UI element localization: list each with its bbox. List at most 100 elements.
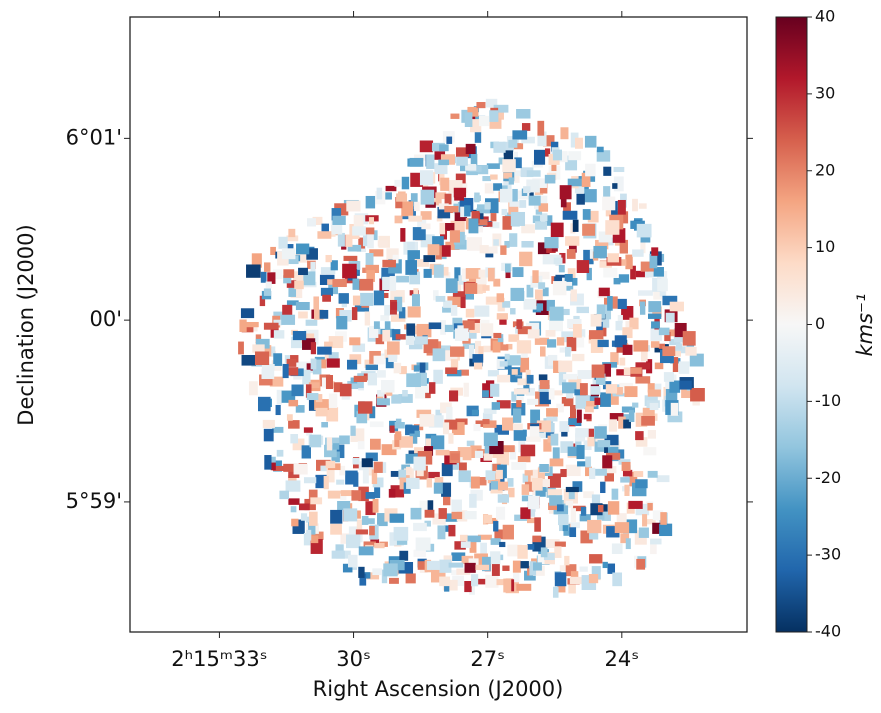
map-cell bbox=[444, 419, 458, 430]
map-cell bbox=[359, 573, 367, 586]
map-cell bbox=[321, 422, 329, 428]
map-cell bbox=[610, 352, 619, 365]
map-cell bbox=[425, 202, 436, 208]
map-cell bbox=[533, 565, 545, 576]
map-cell bbox=[596, 304, 606, 319]
map-cell bbox=[532, 535, 542, 543]
map-cell bbox=[263, 428, 274, 442]
map-cell bbox=[554, 276, 561, 286]
map-cell bbox=[442, 579, 458, 591]
map-cell bbox=[314, 309, 324, 320]
map-cell bbox=[656, 475, 670, 483]
map-cell bbox=[611, 543, 623, 555]
map-cell bbox=[292, 271, 304, 283]
map-cell bbox=[450, 113, 460, 119]
map-cell bbox=[478, 115, 490, 127]
map-cell bbox=[574, 137, 583, 149]
x-tick-label: 2ʰ15ᵐ33ˢ bbox=[171, 647, 267, 671]
map-cell bbox=[440, 177, 450, 191]
map-cell bbox=[381, 569, 388, 584]
map-cell bbox=[605, 384, 618, 394]
map-cell bbox=[320, 267, 336, 275]
map-cell bbox=[382, 259, 396, 268]
map-cell bbox=[331, 220, 343, 235]
map-cell bbox=[492, 340, 501, 353]
map-cell bbox=[300, 513, 308, 521]
map-cell bbox=[364, 359, 377, 369]
velocity-map bbox=[238, 98, 705, 598]
map-cell bbox=[353, 375, 367, 382]
x-axis-label: Right Ascension (J2000) bbox=[313, 677, 564, 701]
map-cell bbox=[657, 278, 668, 292]
map-cell bbox=[490, 481, 499, 490]
map-cell bbox=[600, 481, 606, 494]
map-cell bbox=[457, 447, 472, 461]
map-cell bbox=[572, 219, 579, 232]
map-cell bbox=[352, 226, 366, 236]
map-cell bbox=[635, 376, 651, 384]
map-cell bbox=[472, 354, 484, 363]
map-cell bbox=[566, 249, 576, 259]
map-cell bbox=[524, 470, 533, 476]
map-cell bbox=[533, 562, 542, 571]
map-cell bbox=[326, 467, 335, 483]
map-cell bbox=[405, 466, 412, 475]
map-cell bbox=[364, 311, 371, 326]
map-cell bbox=[419, 140, 434, 153]
map-cell bbox=[480, 542, 487, 554]
map-cell bbox=[438, 203, 449, 210]
map-cell bbox=[649, 267, 664, 277]
map-cell bbox=[414, 336, 428, 345]
map-cell bbox=[562, 308, 570, 316]
map-cell bbox=[526, 374, 534, 384]
map-cell bbox=[443, 223, 455, 231]
map-cell bbox=[538, 282, 546, 289]
map-cell bbox=[288, 399, 299, 407]
map-cell bbox=[331, 550, 345, 559]
map-cell bbox=[622, 469, 633, 477]
map-cell bbox=[389, 513, 405, 523]
map-cell bbox=[502, 344, 509, 351]
map-cell bbox=[406, 323, 416, 338]
map-cell bbox=[602, 561, 608, 569]
map-cell bbox=[585, 163, 596, 177]
map-cell bbox=[261, 364, 275, 371]
map-cell bbox=[381, 292, 389, 299]
map-cell bbox=[620, 477, 630, 483]
map-cell bbox=[543, 135, 555, 147]
map-cell bbox=[332, 278, 347, 288]
map-cell bbox=[521, 123, 531, 131]
map-cell bbox=[601, 511, 611, 521]
map-cell bbox=[501, 417, 514, 431]
map-cell bbox=[377, 240, 388, 247]
map-cell bbox=[521, 350, 528, 358]
map-cell bbox=[392, 254, 399, 264]
map-cell bbox=[513, 572, 520, 583]
map-cell bbox=[558, 360, 573, 373]
map-cell bbox=[597, 339, 609, 348]
map-cell bbox=[327, 490, 343, 499]
map-cell bbox=[444, 193, 452, 205]
map-cell bbox=[450, 453, 460, 461]
map-cell bbox=[454, 541, 466, 550]
map-cell bbox=[246, 264, 261, 278]
map-cell bbox=[507, 544, 523, 557]
map-cell bbox=[373, 461, 383, 473]
map-cell bbox=[537, 467, 545, 482]
map-cell bbox=[607, 295, 613, 311]
map-cell bbox=[544, 237, 559, 249]
map-cell bbox=[509, 233, 518, 247]
map-cell bbox=[482, 175, 492, 182]
map-cell bbox=[385, 185, 397, 192]
map-cell bbox=[301, 333, 315, 344]
map-cell bbox=[513, 388, 529, 395]
map-cell bbox=[486, 163, 500, 169]
map-cell bbox=[372, 477, 384, 488]
map-cell bbox=[305, 384, 312, 398]
map-cell bbox=[613, 166, 625, 173]
map-cell bbox=[512, 130, 528, 140]
map-cell bbox=[618, 274, 630, 283]
map-cell bbox=[330, 523, 342, 535]
map-cell bbox=[454, 239, 467, 250]
map-cell bbox=[639, 301, 646, 315]
